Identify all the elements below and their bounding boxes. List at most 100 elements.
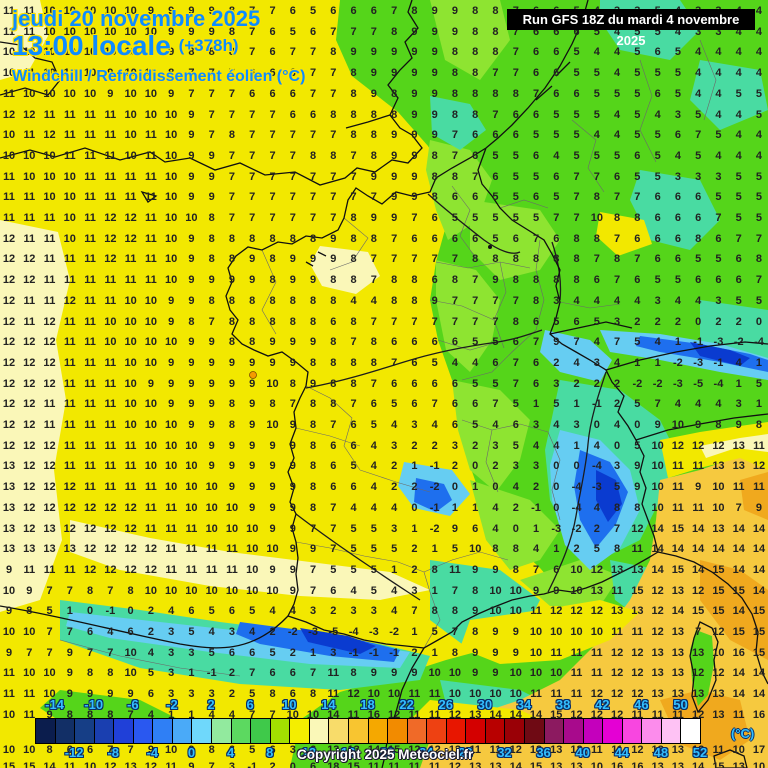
grid-value: -1 xyxy=(369,647,379,659)
grid-value: 7 xyxy=(310,564,316,576)
grid-value: 3 xyxy=(310,606,316,617)
grid-value: 11 xyxy=(84,378,96,390)
grid-value: 5 xyxy=(513,192,519,203)
grid-value: 5 xyxy=(756,295,762,307)
grid-value: 6 xyxy=(655,233,661,245)
grid-value: 12 xyxy=(145,564,157,576)
grid-value: 6 xyxy=(634,275,640,286)
grid-value: 11 xyxy=(632,709,644,721)
grid-value: 7 xyxy=(573,213,579,224)
grid-value: 8 xyxy=(290,233,296,245)
grid-value: -2 xyxy=(430,523,440,535)
grid-value: -1 xyxy=(714,357,724,369)
grid-value: 6 xyxy=(290,689,296,700)
grid-value: 4 xyxy=(492,523,498,535)
grid-value: 2 xyxy=(269,627,275,638)
grid-value: 4 xyxy=(614,109,620,121)
grid-value: 14 xyxy=(753,689,765,700)
grid-value: 9 xyxy=(756,502,762,514)
grid-value: 2 xyxy=(452,461,458,472)
grid-value: 7 xyxy=(310,130,316,141)
grid-value: 8 xyxy=(269,689,275,700)
grid-value: 8 xyxy=(371,150,377,162)
grid-value: 7 xyxy=(351,337,357,348)
grid-value: 11 xyxy=(469,745,481,756)
grid-value: 12 xyxy=(449,745,461,756)
grid-value: 4 xyxy=(371,482,377,493)
grid-value: 5 xyxy=(695,254,701,265)
grid-value: 9 xyxy=(290,461,296,472)
grid-value: 8 xyxy=(533,295,539,307)
grid-value: 4 xyxy=(756,6,762,17)
grid-value: 2 xyxy=(290,647,296,659)
grid-value: 5 xyxy=(634,26,640,38)
grid-value: -4 xyxy=(592,461,602,472)
grid-value: 11 xyxy=(64,316,76,328)
grid-value: 10 xyxy=(287,709,299,721)
grid-value: 10 xyxy=(226,523,238,535)
grid-value: 9 xyxy=(188,762,194,768)
grid-value: 7 xyxy=(411,316,417,328)
grid-value: 14 xyxy=(733,564,745,576)
grid-value: 12 xyxy=(3,378,15,390)
grid-value: 11 xyxy=(84,233,96,245)
grid-value: 7 xyxy=(46,647,52,659)
grid-value: 11 xyxy=(64,461,76,472)
grid-value: 8 xyxy=(310,150,316,162)
grid-value: 12 xyxy=(23,420,35,431)
grid-value: 11 xyxy=(591,745,603,756)
grid-value: 13 xyxy=(672,585,684,597)
grid-value: 2 xyxy=(330,606,336,617)
grid-value: 5 xyxy=(756,192,762,203)
grid-value: 6 xyxy=(573,26,579,38)
grid-value: 8 xyxy=(229,399,235,410)
grid-value: 8 xyxy=(371,130,377,141)
grid-value: 12 xyxy=(3,295,15,307)
grid-value: 5 xyxy=(492,150,498,162)
grid-value: 7 xyxy=(695,130,701,141)
grid-value: 10 xyxy=(226,585,238,597)
grid-value: 10 xyxy=(145,440,157,452)
grid-value: 8 xyxy=(391,26,397,38)
grid-value: 11 xyxy=(64,399,76,410)
grid-value: 9 xyxy=(371,213,377,224)
grid-value: 9 xyxy=(249,482,255,493)
grid-value: 10 xyxy=(266,585,278,597)
grid-value: 4 xyxy=(371,440,377,452)
grid-value: 7 xyxy=(492,316,498,328)
grid-value: 6 xyxy=(472,192,478,203)
grid-value: 12 xyxy=(3,337,15,348)
grid-value: 6 xyxy=(351,482,357,493)
grid-value: 5 xyxy=(634,88,640,100)
grid-value: 10 xyxy=(124,399,136,410)
grid-value: 6 xyxy=(715,233,721,245)
grid-value: 3 xyxy=(168,627,174,638)
grid-value: 7 xyxy=(310,585,316,597)
grid-value: 13 xyxy=(550,745,562,756)
grid-value: 11 xyxy=(145,192,157,203)
grid-value: 8 xyxy=(513,544,519,555)
grid-value: 10 xyxy=(712,502,724,514)
colorbar-tick-label: 46 xyxy=(634,697,648,712)
colorbar-tick-label: 16 xyxy=(341,745,355,760)
grid-value: 8 xyxy=(492,254,498,265)
grid-value: 10 xyxy=(124,295,136,307)
colorbar-tick-label: -6 xyxy=(127,697,139,712)
grid-value: 5 xyxy=(675,47,681,58)
grid-value: 6 xyxy=(330,440,336,452)
grid-value: 11 xyxy=(571,689,583,700)
grid-value: 9 xyxy=(655,420,661,431)
grid-value: 13 xyxy=(652,668,664,679)
grid-value: 15 xyxy=(530,762,542,768)
grid-value: 5 xyxy=(472,337,478,348)
grid-value: 5 xyxy=(432,357,438,369)
grid-value: 12 xyxy=(104,564,116,576)
grid-value: 15 xyxy=(550,709,562,721)
grid-value: 4 xyxy=(472,357,478,369)
grid-value: 1 xyxy=(432,544,438,555)
grid-value: 10 xyxy=(570,564,582,576)
grid-value: 10 xyxy=(64,192,76,203)
grid-value: 9 xyxy=(432,130,438,141)
grid-value: 6 xyxy=(513,109,519,121)
grid-value: 5 xyxy=(634,171,640,183)
